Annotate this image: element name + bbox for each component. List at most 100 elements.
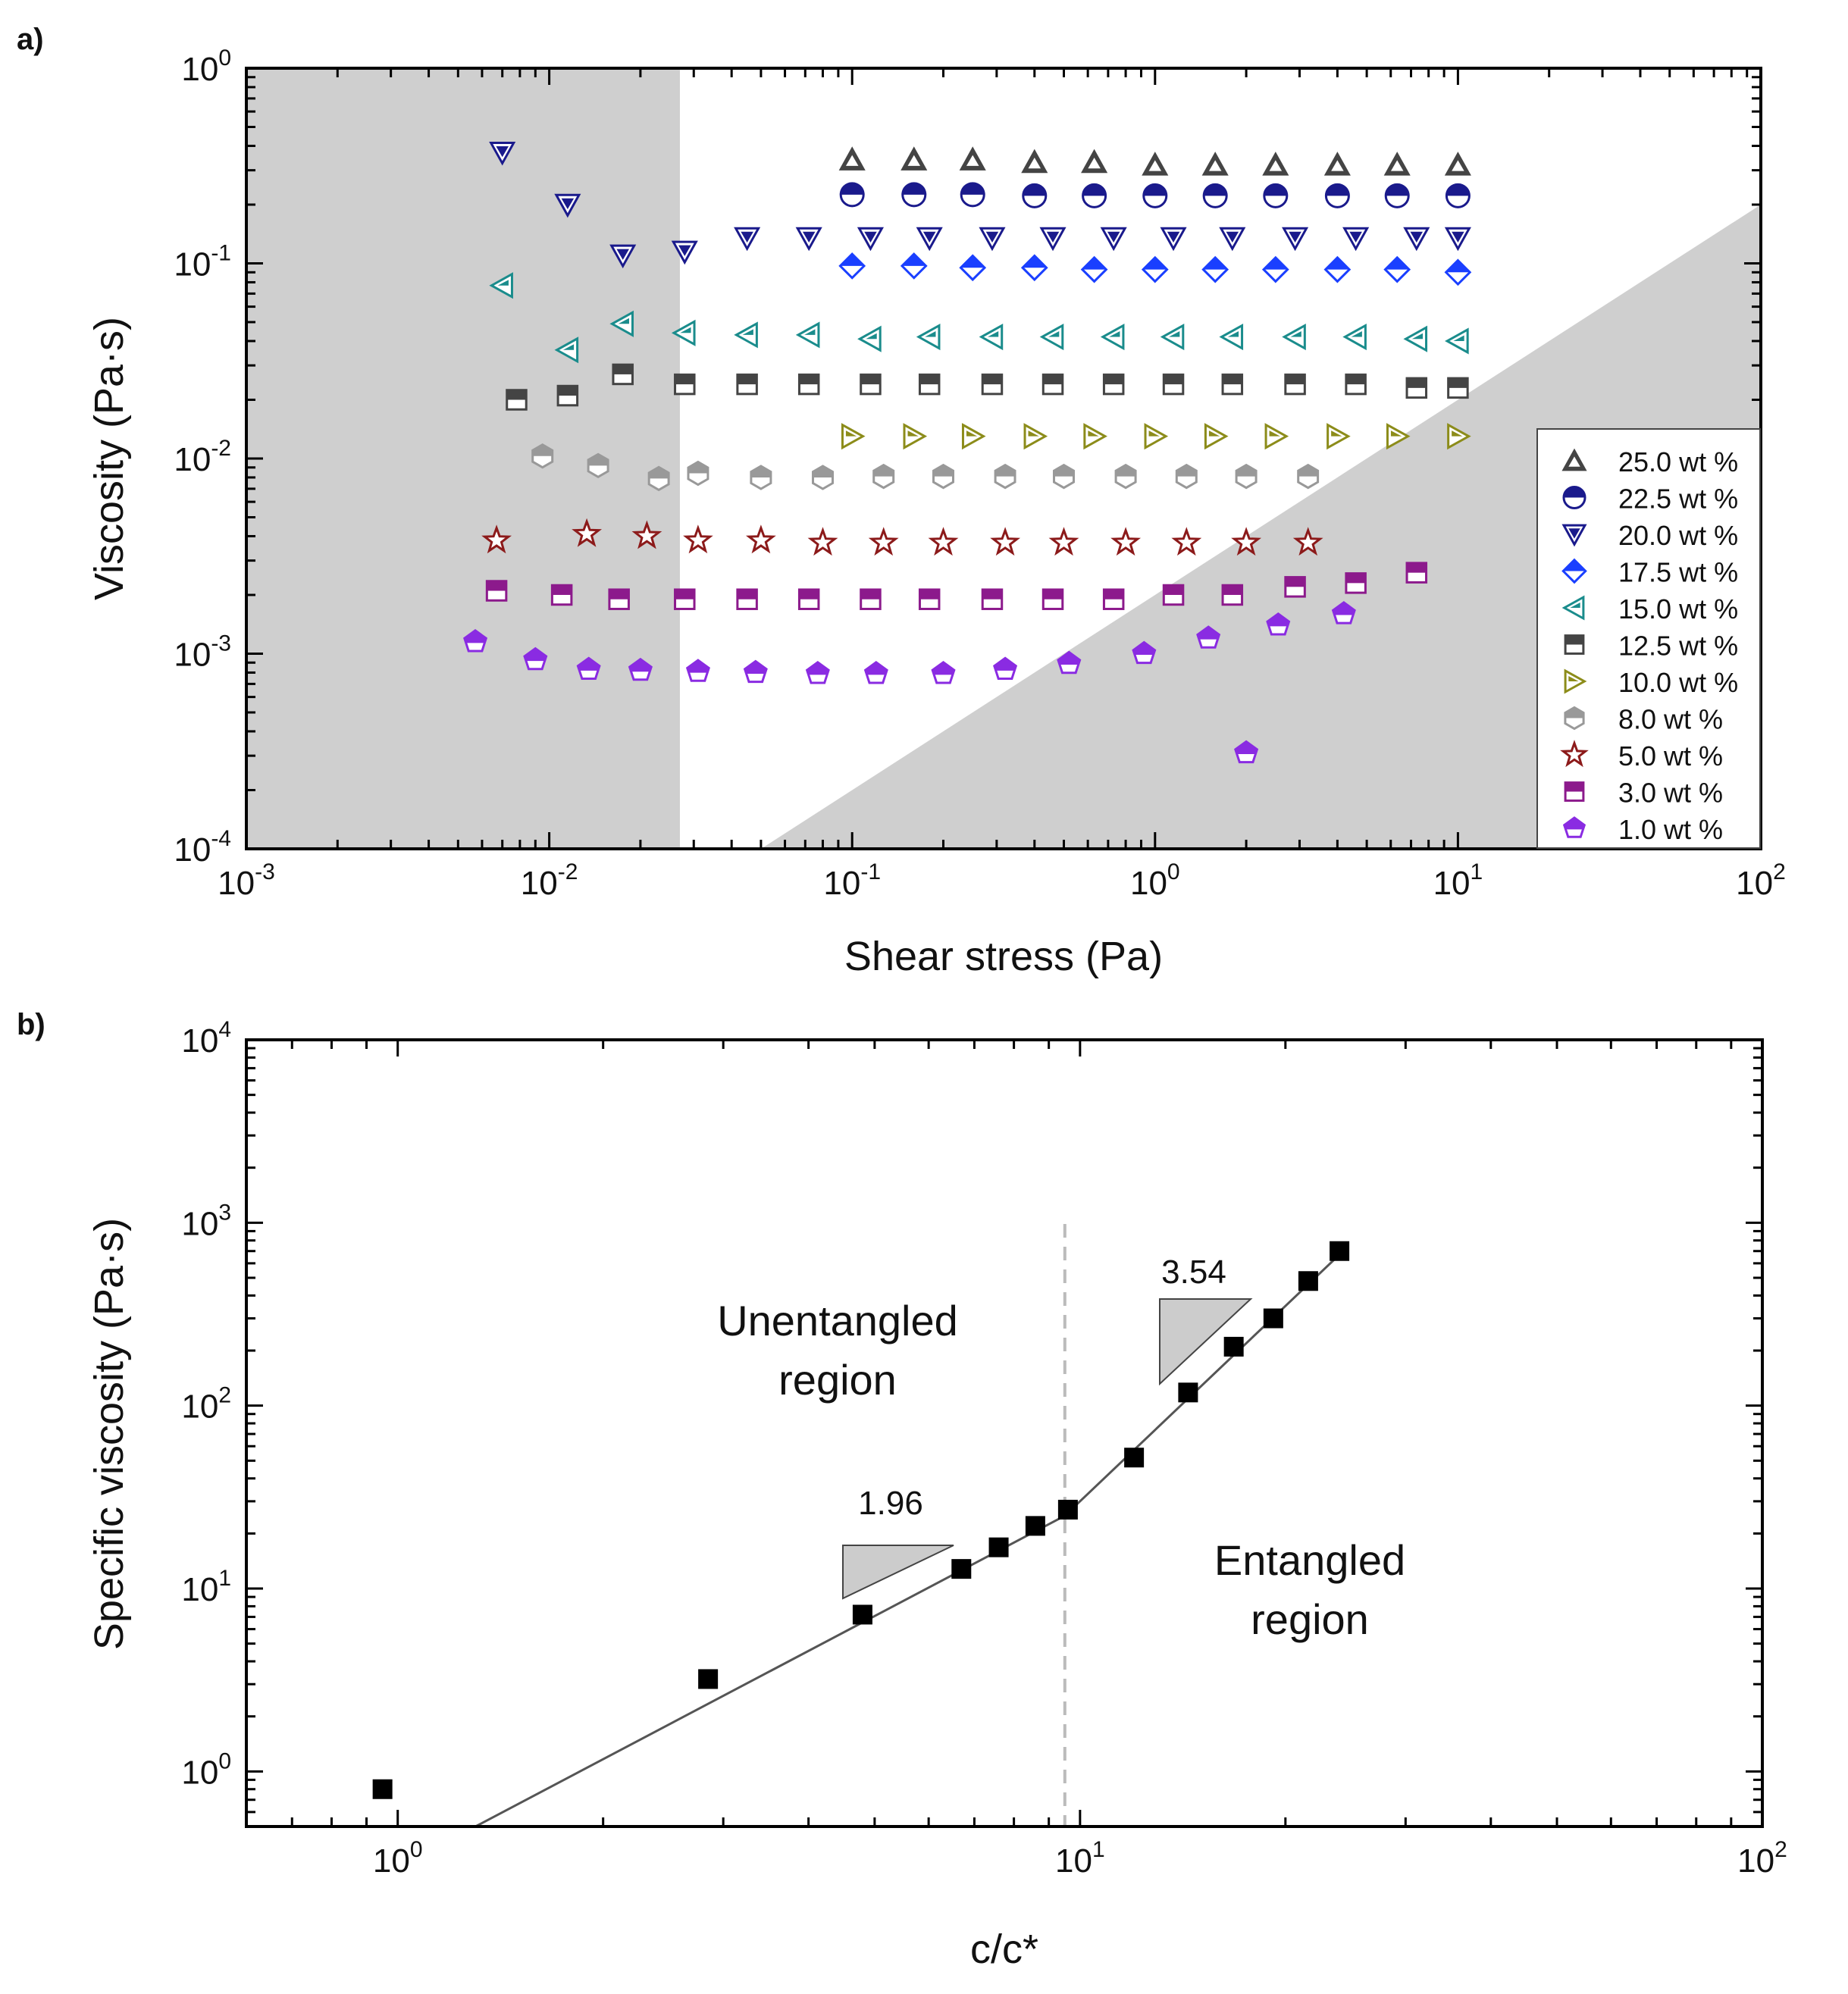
data-point (916, 323, 941, 351)
data-point (1201, 152, 1229, 176)
legend-entry: 12.5 wt % (1564, 631, 1738, 662)
data-point (556, 384, 579, 407)
data-point (1261, 255, 1289, 283)
x-tick-label: 100 (1130, 859, 1180, 902)
legend-entry: 17.5 wt % (1561, 557, 1738, 588)
data-point (1100, 323, 1125, 351)
legend-marker (1564, 668, 1587, 694)
data-point (1266, 612, 1291, 636)
data-point (1057, 1499, 1078, 1520)
data-point (745, 524, 776, 554)
data-point (609, 244, 637, 269)
region-label-unentangled-1: Unentangled (717, 1297, 958, 1344)
data-point (1110, 527, 1142, 556)
legend-marker (1562, 816, 1586, 838)
chart-a: 10-3 10-2 10-1 100 101 102 10-410-310-210-110… (86, 45, 1786, 979)
slope-triangle-2 (1159, 1298, 1253, 1386)
data-point (1025, 1516, 1045, 1536)
data-point (852, 1604, 872, 1625)
y-tick-label: 10-4 (174, 826, 231, 869)
data-point (1020, 254, 1048, 282)
low-torque-region (246, 68, 680, 849)
shaded-regions (246, 68, 1761, 850)
data-point (1262, 152, 1289, 176)
data-point (485, 580, 508, 602)
slope-triangle-1 (842, 1545, 954, 1600)
x-tick-label: 101 (1055, 1837, 1105, 1880)
x-tick-label: 10-2 (521, 859, 578, 902)
data-point (918, 373, 941, 396)
data-point (1221, 373, 1244, 396)
data-point (1041, 588, 1064, 610)
data-point (1297, 463, 1320, 490)
data-point (1345, 373, 1367, 396)
x-tick-label: 100 (373, 1837, 423, 1880)
x-tick-labels: 10-3 10-2 10-1 100 101 102 (218, 859, 1786, 902)
data-point (988, 1537, 1009, 1557)
data-point (900, 252, 928, 280)
x-axis-label: Shear stress (Pa) (844, 934, 1163, 979)
data-point (860, 373, 882, 396)
data-point (872, 463, 895, 490)
data-point (1083, 423, 1107, 450)
data-point (1142, 152, 1169, 176)
data-point (531, 443, 554, 469)
legend-marker (1564, 781, 1585, 802)
data-point (743, 659, 768, 684)
x-tick-label: 10-3 (218, 859, 275, 902)
legend-marker (1562, 486, 1586, 509)
data-point (1284, 373, 1306, 396)
legend-label: 8.0 wt % (1618, 704, 1723, 735)
data-point (1219, 227, 1246, 252)
data-point (1219, 323, 1244, 351)
data-point (1201, 255, 1229, 283)
data-point (839, 182, 865, 208)
legend-label: 22.5 wt % (1618, 484, 1738, 515)
data-point (481, 524, 512, 554)
data-point (1081, 149, 1108, 174)
data-point (1342, 227, 1370, 252)
y-axis-label: Specific viscosity (Pa·s) (86, 1218, 132, 1650)
legend-label: 17.5 wt % (1618, 557, 1738, 588)
data-point (1204, 423, 1229, 450)
data-point (1282, 227, 1309, 252)
data-point (1023, 423, 1048, 450)
data-point (1039, 323, 1064, 351)
data-point (1331, 601, 1356, 624)
data-point (736, 588, 758, 610)
data-point (1298, 1271, 1318, 1291)
legend-label: 12.5 wt % (1618, 631, 1738, 662)
panel-label-a: a) (17, 23, 44, 56)
data-point (1162, 373, 1185, 396)
data-point (674, 373, 696, 396)
y-tick-label: 10-3 (174, 631, 231, 674)
data-point (1403, 325, 1428, 352)
data-point (1223, 1336, 1244, 1357)
data-point (960, 182, 985, 208)
plot-frame (245, 1038, 1764, 1828)
data-point (1053, 463, 1075, 490)
data-point (685, 659, 710, 682)
data-point (750, 465, 772, 490)
data-point (838, 252, 866, 280)
data-point (1102, 588, 1125, 610)
data-point (860, 588, 882, 610)
data-point (994, 463, 1016, 490)
data-point (1383, 255, 1411, 283)
data-point (554, 193, 581, 218)
data-point (608, 588, 630, 610)
data-point (576, 656, 601, 680)
data-point (1160, 227, 1187, 252)
data-point (1231, 527, 1262, 556)
data-point (1323, 152, 1351, 176)
data-point (572, 518, 603, 547)
data-point (959, 146, 986, 171)
data-point (951, 1559, 972, 1579)
data-point (795, 227, 822, 252)
data-point (857, 227, 885, 252)
y-axis-label: Viscosity (Pa·s) (86, 317, 132, 600)
data-point (1292, 527, 1323, 556)
data-point (959, 254, 987, 282)
data-point (671, 319, 696, 346)
data-point (628, 657, 653, 681)
